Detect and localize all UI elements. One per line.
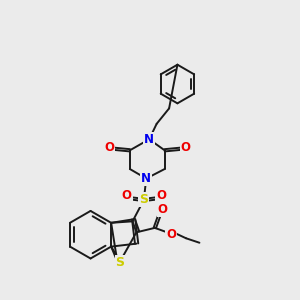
Text: S: S [116,256,124,269]
Text: O: O [166,228,176,241]
Text: S: S [139,194,148,206]
Text: O: O [158,203,168,216]
Text: O: O [181,141,190,154]
Text: O: O [156,189,166,202]
Text: O: O [122,189,132,202]
Text: N: N [141,172,151,185]
Text: N: N [144,133,154,146]
Text: O: O [104,141,114,154]
